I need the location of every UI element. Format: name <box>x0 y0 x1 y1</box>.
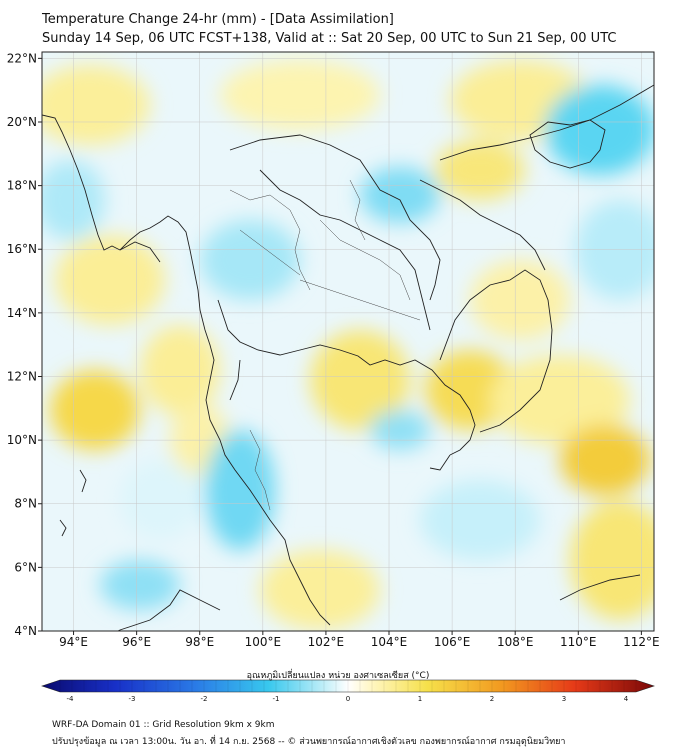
map-title: Temperature Change 24-hr (mm) - [Data As… <box>42 12 394 27</box>
colorbar-tick-label: 0 <box>346 695 350 703</box>
lat-label: 12°N <box>7 369 37 383</box>
lon-label: 98°E <box>185 635 214 649</box>
footer-credit: ปรับปรุงข้อมูล ณ เวลา 13:00น. วัน อา. ที… <box>52 737 566 747</box>
province-borders <box>229 179 421 511</box>
colorbar-tick-label: -1 <box>273 695 280 703</box>
lat-label: 22°N <box>7 51 37 65</box>
colorbar-tick-label: -3 <box>129 695 136 703</box>
lat-label: 16°N <box>7 242 37 256</box>
colorbar-tick-label: 4 <box>624 695 629 703</box>
map-frame <box>41 51 655 632</box>
lon-label: 110°E <box>560 635 597 649</box>
lon-label: 108°E <box>497 635 534 649</box>
temperature-field <box>42 52 654 631</box>
latitude-axis: 22°N 20°N 18°N 16°N 14°N 12°N 10°N 8°N 6°N 4°N <box>7 51 42 638</box>
lon-label: 112°E <box>623 635 660 649</box>
lon-label: 100°E <box>245 635 282 649</box>
graticule <box>42 52 654 631</box>
lon-label: 96°E <box>122 635 151 649</box>
longitude-axis: 94°E 96°E 98°E 100°E 102°E 104°E 106°E 108°E 110… <box>59 631 660 649</box>
lat-label: 20°N <box>7 115 37 129</box>
lat-label: 8°N <box>14 497 37 511</box>
lat-label: 10°N <box>7 433 37 447</box>
lat-label: 4°N <box>14 624 37 638</box>
footer-domain-info: WRF-DA Domain 01 :: Grid Resolution 9km … <box>52 720 275 730</box>
colorbar: -4 -3 -2 -1 0 1 2 3 4 <box>41 679 655 703</box>
lat-label: 14°N <box>7 306 37 320</box>
lat-label: 18°N <box>7 179 37 193</box>
colorbar-tick-label: 3 <box>562 695 566 703</box>
lon-label: 104°E <box>371 635 408 649</box>
lon-label: 94°E <box>59 635 88 649</box>
colorbar-tick-label: 1 <box>418 695 422 703</box>
colorbar-tick-label: -2 <box>201 695 208 703</box>
lon-label: 102°E <box>308 635 345 649</box>
colorbar-title: อุณหภูมิเปลี่ยนแปลง หน่วย องศาเซลเซียส (… <box>246 671 430 681</box>
colorbar-tick-label: -4 <box>67 695 75 703</box>
lat-label: 6°N <box>14 560 37 574</box>
map-subtitle: Sunday 14 Sep, 06 UTC FCST+138, Valid at… <box>42 31 617 46</box>
colorbar-tick-label: 2 <box>490 695 494 703</box>
lon-label: 106°E <box>434 635 471 649</box>
coastlines <box>42 84 654 631</box>
